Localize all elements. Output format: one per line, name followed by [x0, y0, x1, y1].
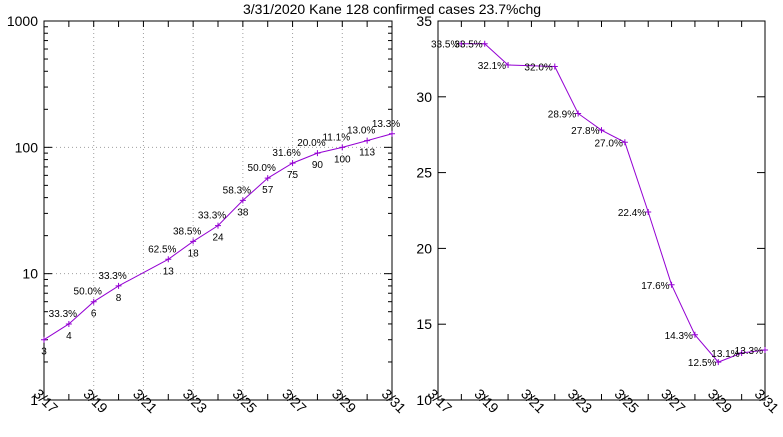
right-point — [621, 139, 628, 146]
left-value-label: 18 — [188, 248, 200, 259]
left-point — [314, 150, 321, 157]
left-pct-label: 58.3% — [223, 185, 251, 196]
left-series-line — [43, 133, 393, 341]
left-value-label: 8 — [116, 293, 122, 304]
left-pct-label: 50.0% — [74, 287, 102, 298]
left-xtick-label: 3/21 — [130, 386, 161, 417]
left-pct-label: 33.3% — [198, 211, 226, 222]
left-point — [215, 222, 221, 229]
left-pct-label: 11.1% — [322, 132, 350, 143]
left-xtick-label: 3/17 — [31, 386, 62, 417]
right-ytick-label: 30 — [416, 89, 432, 105]
right-pct-label: 32.1% — [478, 61, 506, 72]
right-point — [668, 281, 675, 288]
left-pct-label: 31.6% — [272, 148, 300, 159]
left-ytick-label: 1 — [30, 392, 38, 408]
right-xtick-label: 3/17 — [425, 386, 456, 417]
right-point — [738, 350, 745, 357]
right-xtick-label: 3/19 — [471, 386, 502, 417]
left-value-label: 4 — [66, 331, 72, 342]
left-point — [264, 175, 271, 182]
left-value-label: 3 — [41, 347, 47, 358]
right-ytick-label: 15 — [416, 316, 432, 332]
right-pct-label: 27.0% — [594, 138, 622, 149]
right-point — [645, 209, 652, 216]
right-pct-label: 22.4% — [618, 208, 646, 219]
left-point — [41, 336, 47, 343]
left-value-label: 113 — [359, 148, 375, 159]
right-series-line — [461, 43, 766, 363]
right-xtick-label: 3/31 — [752, 386, 783, 417]
right-pct-label: 32.0% — [524, 62, 552, 73]
right-point — [505, 61, 512, 68]
right-panel: 10 15 20 25 30 35 3/17 3/19 3/21 3/23 3/25 3/27 3/29… — [416, 13, 782, 416]
right-xtick-label: 3/27 — [658, 386, 689, 417]
right-ytick-label: 10 — [416, 392, 432, 408]
left-point — [90, 298, 97, 305]
left-value-label: 57 — [262, 185, 274, 196]
right-point — [762, 346, 768, 353]
left-xtick-label: 3/31 — [379, 386, 410, 417]
left-point — [115, 282, 122, 289]
left-value-label: 90 — [312, 160, 324, 171]
right-xtick-label: 3/25 — [611, 386, 642, 417]
right-point — [598, 127, 605, 134]
left-xtick-label: 3/23 — [180, 386, 211, 417]
left-value-label: 100 — [334, 154, 351, 165]
right-point — [458, 40, 465, 47]
left-ytick-label: 10 — [22, 266, 38, 282]
left-point — [190, 238, 197, 245]
left-point — [165, 256, 172, 263]
right-pct-label: 28.9% — [548, 109, 576, 120]
left-value-label: 75 — [287, 170, 299, 181]
left-pct-label: 50.0% — [248, 163, 276, 174]
left-pct-label: 38.5% — [173, 226, 201, 237]
left-point — [289, 160, 296, 167]
left-pct-label: 33.3% — [98, 271, 126, 282]
right-pct-label: 12.5% — [688, 358, 716, 369]
right-pct-label: 14.3% — [665, 331, 693, 342]
left-xtick-label: 3/25 — [229, 386, 260, 417]
left-panel: 1 10 100 1000 3/17 3/19 3/21 3/23 3/25 3/27 3/29 3/… — [7, 13, 409, 416]
right-ytick-label: 35 — [416, 13, 432, 29]
left-pct-label: 62.5% — [148, 244, 176, 255]
chart-title: 3/31/2020 Kane 128 confirmed cases 23.7%… — [243, 1, 541, 17]
left-pct-label: 20.0% — [297, 138, 325, 149]
right-point — [551, 63, 558, 70]
right-pct-label: 33.5% — [454, 40, 482, 51]
left-xtick-label: 3/29 — [329, 386, 360, 417]
left-pct-label: 13.0% — [347, 126, 375, 137]
right-pct-label: 17.6% — [641, 281, 669, 292]
left-point — [339, 144, 346, 151]
right-xtick-label: 3/29 — [705, 386, 736, 417]
left-point — [239, 197, 246, 204]
right-point — [481, 40, 488, 47]
left-ytick-label: 100 — [15, 139, 39, 155]
left-ytick-label: 1000 — [7, 13, 38, 29]
right-pct-label: 13.1% — [711, 349, 739, 360]
right-ytick-label: 20 — [416, 240, 432, 256]
right-plot-frame — [437, 20, 766, 401]
right-xtick-label: 3/21 — [518, 386, 549, 417]
left-pct-label: 33.3% — [49, 309, 77, 320]
right-pct-label: 33.5% — [431, 40, 459, 51]
right-point — [715, 359, 722, 366]
left-point — [389, 130, 395, 137]
right-pct-label: 13.3% — [735, 346, 763, 357]
left-value-label: 6 — [91, 309, 97, 320]
left-point — [65, 320, 72, 327]
left-point — [364, 137, 371, 144]
left-xtick-label: 3/19 — [80, 386, 111, 417]
right-point — [575, 110, 582, 117]
left-pct-label: 13.3% — [372, 119, 400, 130]
right-xtick-label: 3/23 — [565, 386, 596, 417]
left-value-label: 38 — [237, 207, 249, 218]
left-value-label: 24 — [212, 233, 224, 244]
right-point — [691, 331, 698, 338]
right-ytick-label: 25 — [416, 165, 432, 181]
left-value-label: 13 — [163, 266, 175, 277]
left-xtick-label: 3/27 — [279, 386, 310, 417]
right-pct-label: 27.8% — [571, 126, 599, 137]
